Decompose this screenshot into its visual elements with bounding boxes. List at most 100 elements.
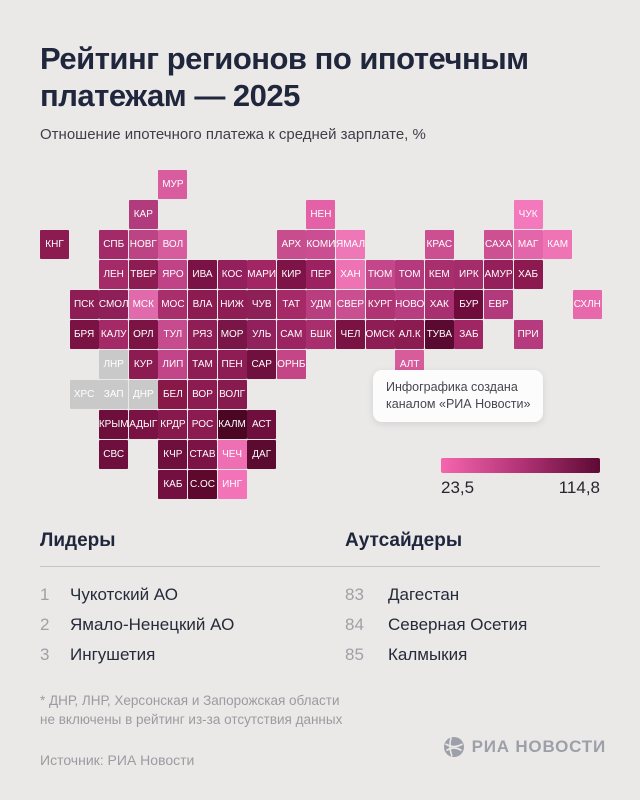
rank-number: 85 — [345, 645, 364, 664]
map-tile-МОР: МОР — [217, 320, 247, 349]
map-tile-СМОЛ: СМОЛ — [99, 290, 129, 319]
footnote-line2: не включены в рейтинг из-за отсутствия д… — [40, 712, 343, 727]
legend-gradient-bar — [441, 458, 600, 473]
list-item: 85 Калмыкия — [345, 640, 527, 670]
map-tile-ТАМ: ТАМ — [188, 350, 217, 379]
map-tile-ПРИ: ПРИ — [513, 320, 543, 349]
map-tile-ЧУВ: ЧУВ — [247, 290, 277, 319]
map-tile-БШК: БШК — [306, 320, 336, 349]
map-tile-МСК: МСК — [128, 290, 158, 319]
map-tile-ЯМАЛ: ЯМАЛ — [336, 230, 365, 259]
map-tile-ДАГ: ДАГ — [247, 440, 277, 469]
map-tile-КЧР: КЧР — [158, 440, 188, 469]
map-tile-ЧЕЛ: ЧЕЛ — [336, 320, 365, 349]
map-tile-ЛНР: ЛНР — [99, 350, 129, 379]
outsiders-heading: Аутсайдеры — [345, 530, 463, 551]
map-tile-КУРГ: КУРГ — [365, 290, 395, 319]
map-tile-НИЖ: НИЖ — [217, 290, 247, 319]
map-tile-ЧУК: ЧУК — [513, 200, 543, 229]
rank-number: 84 — [345, 615, 364, 634]
map-tile-ХАК: ХАК — [424, 290, 454, 319]
map-tile-САХА: САХА — [484, 230, 513, 259]
region-name: Калмыкия — [388, 645, 468, 664]
divider — [40, 566, 600, 567]
map-tile-ЗАБ: ЗАБ — [454, 320, 484, 349]
map-tile-ТВЕР: ТВЕР — [128, 260, 158, 289]
map-tile-БУР: БУР — [454, 290, 484, 319]
map-tile-РОС: РОС — [188, 410, 217, 439]
map-tile-УДМ: УДМ — [306, 290, 336, 319]
credit-note-line2: каналом «РИА Новости» — [386, 397, 531, 411]
map-tile-ИНГ: ИНГ — [217, 470, 247, 499]
map-tile-СВЕР: СВЕР — [336, 290, 365, 319]
tile-grid-map: МУР КАР НЕН ЧУК КНГ СПБ НОВГ ВОЛ АРХ КОМИ ЯМАЛ КРАС… — [40, 170, 610, 500]
rank-number: 2 — [40, 615, 50, 634]
map-tile-НОВГ: НОВГ — [128, 230, 158, 259]
map-tile-ВОЛ: ВОЛ — [158, 230, 188, 259]
page-title: Рейтинг регионов по ипотечным платежам —… — [40, 40, 610, 114]
map-tile-ЯРО: ЯРО — [158, 260, 188, 289]
map-tile-ИВА: ИВА — [188, 260, 217, 289]
map-tile-ТЮМ: ТЮМ — [365, 260, 395, 289]
map-tile-САР: САР — [247, 350, 277, 379]
map-tile-МАРИ: МАРИ — [247, 260, 277, 289]
map-tile-СХЛН: СХЛН — [572, 290, 602, 319]
map-tile-ВОЛГ: ВОЛГ — [217, 380, 247, 409]
map-tile-ПЕР: ПЕР — [306, 260, 336, 289]
map-tile-СПБ: СПБ — [99, 230, 129, 259]
map-tile-КРДР: КРДР — [158, 410, 188, 439]
map-tile-ОРНБ: ОРНБ — [276, 350, 306, 379]
footnote: * ДНР, ЛНР, Херсонская и Запорожская обл… — [40, 691, 342, 729]
map-tile-АДЫГ: АДЫГ — [128, 410, 158, 439]
list-item: 84 Северная Осетия — [345, 610, 527, 640]
map-tile-ПСК: ПСК — [69, 290, 99, 319]
map-tile-АСТ: АСТ — [247, 410, 277, 439]
map-tile-САМ: САМ — [276, 320, 306, 349]
region-name: Ямало-Ненецкий АО — [70, 615, 235, 634]
map-tile-ВОР: ВОР — [188, 380, 217, 409]
legend: 23,5 114,8 — [441, 458, 600, 498]
map-tile-КОС: КОС — [217, 260, 247, 289]
map-tile-ЛЕН: ЛЕН — [99, 260, 129, 289]
map-tile-КАЛМ: КАЛМ — [217, 410, 247, 439]
map-tile-ЧЕЧ: ЧЕЧ — [217, 440, 247, 469]
page-title-line2: платежам — 2025 — [40, 78, 300, 113]
map-tile-СТАВ: СТАВ — [188, 440, 217, 469]
map-tile-НОВО: НОВО — [395, 290, 425, 319]
legend-max-label: 114,8 — [558, 478, 600, 497]
ria-novosti-logo: РИА НОВОСТИ — [443, 736, 606, 758]
list-item: 1 Чукотский АО — [40, 580, 234, 610]
map-tile-МАГ: МАГ — [513, 230, 543, 259]
map-tile-ТОМ: ТОМ — [395, 260, 425, 289]
map-tile-КАЛУ: КАЛУ — [99, 320, 129, 349]
legend-labels: 23,5 114,8 — [441, 478, 600, 498]
map-tile-БЕЛ: БЕЛ — [158, 380, 188, 409]
map-tile-АРХ: АРХ — [276, 230, 306, 259]
map-tile-КАМ: КАМ — [543, 230, 573, 259]
map-tile-ЛИП: ЛИП — [158, 350, 188, 379]
source-text: Источник: РИА Новости — [40, 752, 195, 768]
footnote-line1: * ДНР, ЛНР, Херсонская и Запорожская обл… — [40, 693, 340, 708]
map-tile-КНГ: КНГ — [40, 230, 69, 259]
map-tile-С.ОС: С.ОС — [188, 470, 217, 499]
outsiders-list: 83 Дагестан 84 Северная Осетия 85 Калмык… — [345, 580, 527, 670]
map-tile-ХАБ: ХАБ — [513, 260, 543, 289]
map-tile-КИР: КИР — [276, 260, 306, 289]
map-tile-СВС: СВС — [99, 440, 129, 469]
credit-note-line1: Инфографика создана — [386, 380, 518, 394]
region-name: Ингушетия — [70, 645, 156, 664]
list-item: 3 Ингушетия — [40, 640, 234, 670]
region-name: Дагестан — [388, 585, 460, 604]
map-tile-КРАС: КРАС — [424, 230, 454, 259]
rank-number: 1 — [40, 585, 50, 604]
map-tile-ЕВР: ЕВР — [484, 290, 513, 319]
leaders-list: 1 Чукотский АО 2 Ямало-Ненецкий АО 3 Инг… — [40, 580, 234, 670]
map-tile-МУР: МУР — [158, 170, 188, 199]
map-tile-КАР: КАР — [128, 200, 158, 229]
map-tile-ТАТ: ТАТ — [276, 290, 306, 319]
rank-number: 83 — [345, 585, 364, 604]
map-tile-ПЕН: ПЕН — [217, 350, 247, 379]
region-name: Северная Осетия — [388, 615, 528, 634]
map-tile-ХРС: ХРС — [69, 380, 99, 409]
